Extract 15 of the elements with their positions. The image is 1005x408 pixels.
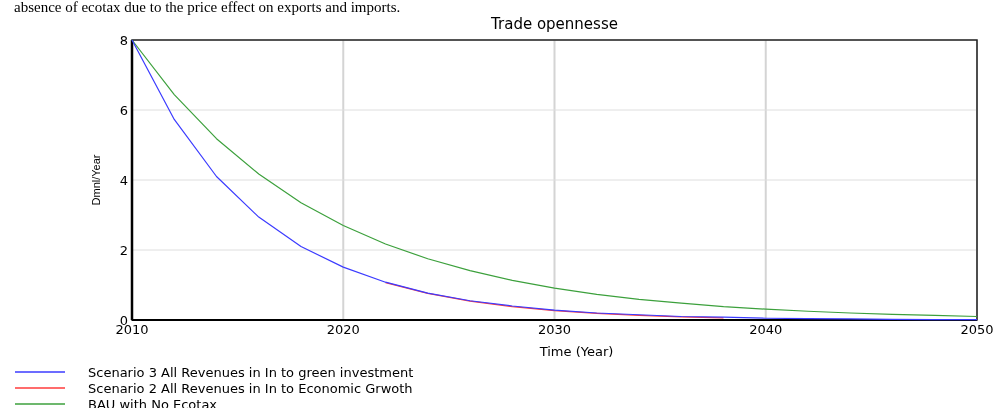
x-axis-title: Time (Year): [538, 344, 614, 359]
x-tick-label: 2020: [326, 322, 360, 337]
x-tick-label: 2030: [537, 322, 572, 337]
y-axis-title: Dmnl/Year: [90, 154, 102, 206]
y-tick-label: 4: [119, 172, 128, 188]
y-tick-label: 8: [119, 32, 128, 48]
chart-title: Trade opennesse: [490, 15, 618, 33]
text: absence of ecotax due to the price effect on exports and imports.: [14, 0, 401, 15]
x-tick-label: 2050: [960, 322, 994, 337]
legend-label: Scenario 2 All Revenues in In to Economic Grwoth: [88, 380, 413, 396]
y-tick-label: 6: [119, 102, 128, 118]
legend-label: BAU with No Ecotax: [88, 396, 218, 408]
y-tick-label: 2: [119, 242, 128, 258]
x-tick-label: 2040: [749, 322, 783, 337]
legend-label: Scenario 3 All Revenues in In to green investment: [88, 364, 414, 380]
